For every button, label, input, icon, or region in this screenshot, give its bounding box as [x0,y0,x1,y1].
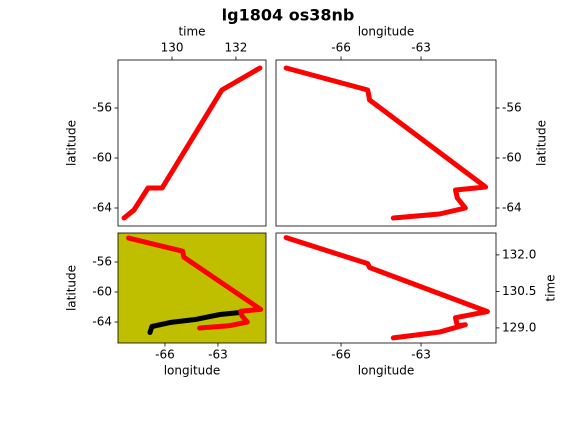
x-axis-label: longitude [164,364,221,378]
plot-frame [275,59,497,227]
plot-frame [117,232,267,344]
x-tick-label: -63 [208,348,228,362]
plot-frame [275,232,497,344]
track-line [147,309,243,336]
y-axis-label: latitude [65,120,79,166]
x-tick-label: 130 [161,41,184,55]
x-tick-label: -66 [155,348,175,362]
y-tick-label: 129.0 [502,320,536,334]
track-line [283,65,489,221]
x-axis-label: longitude [358,25,415,39]
x-axis-label: longitude [358,364,415,378]
y-axis-label: latitude [65,265,79,311]
track-line [126,235,264,331]
y-tick-label: -56 [92,101,112,115]
y-tick-label: 132.0 [502,247,536,261]
x-tick-label: -66 [331,348,351,362]
y-tick-label: -64 [502,201,522,215]
y-tick-label: 130.5 [502,284,536,298]
y-axis-label: time [544,274,558,301]
y-axis-label: latitude [535,120,549,166]
x-axis-label: time [178,25,205,39]
x-tick-label: -63 [411,41,431,55]
x-tick-label: -63 [411,348,431,362]
y-tick-label: -56 [502,101,522,115]
y-tick-label: -64 [92,201,112,215]
y-tick-label: -60 [92,151,112,165]
figure-title: lg1804 os38nb [222,6,355,25]
plot-background [118,233,266,343]
x-tick-label: -66 [331,41,351,55]
y-tick-label: -56 [92,255,112,269]
x-tick-label: 132 [224,41,247,55]
y-tick-label: -64 [92,315,112,329]
y-tick-label: -60 [92,285,112,299]
track-line [283,235,490,341]
plot-frame [117,59,267,227]
y-tick-label: -60 [502,151,522,165]
track-line [121,65,263,221]
